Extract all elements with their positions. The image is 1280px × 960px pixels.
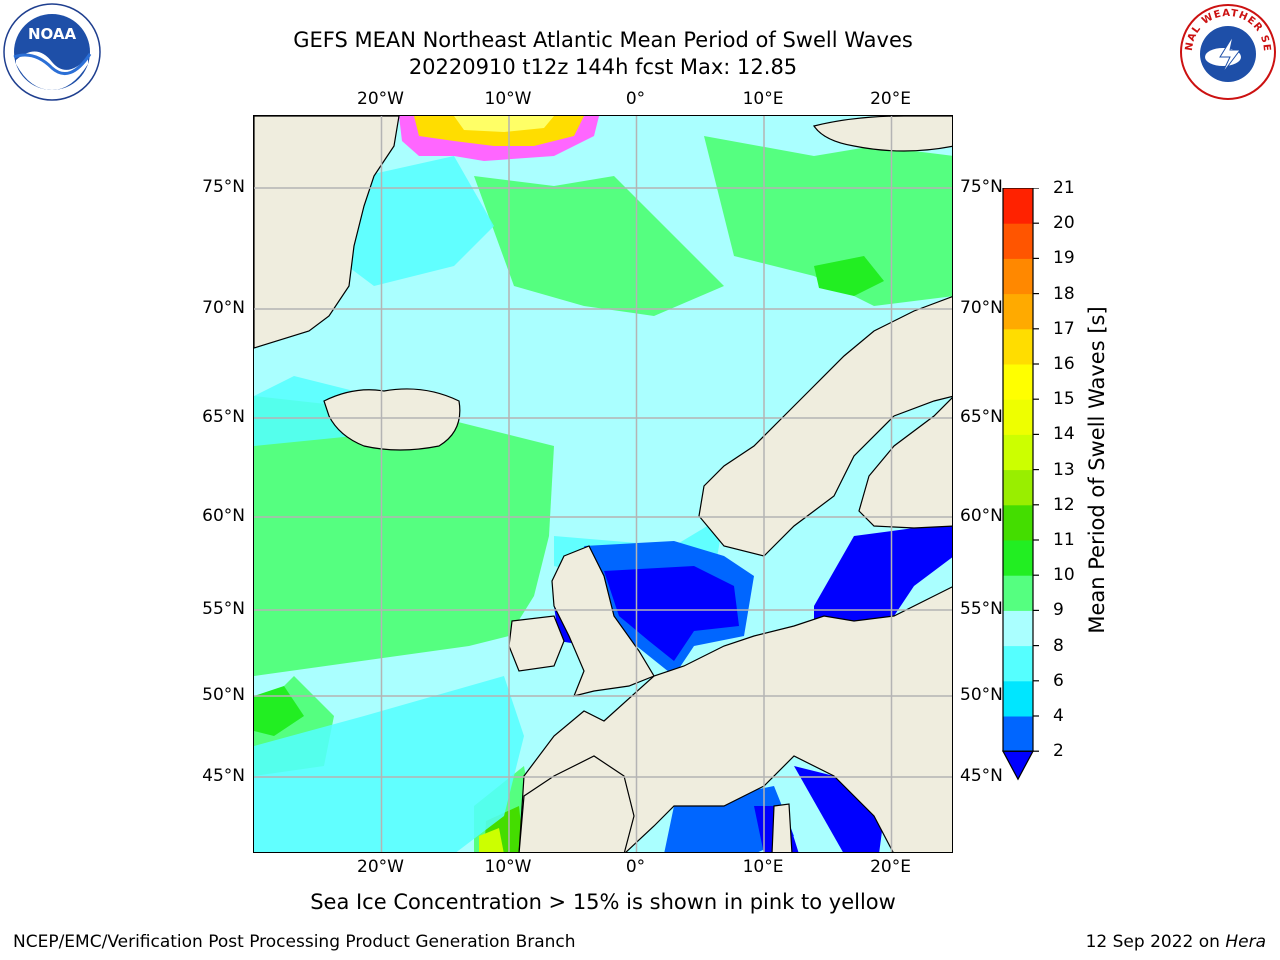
swell-period-map [254, 116, 952, 852]
great-britain [551, 545, 655, 697]
colorbar-title: Mean Period of Swell Waves [s] [1085, 306, 1109, 634]
colorbar-segment [1003, 399, 1033, 435]
greenland [254, 116, 400, 349]
corsica-sardinia [771, 803, 793, 852]
footer-credit: NCEP/EMC/Verification Post Processing Pr… [13, 932, 576, 952]
swell-zone-below-2 [794, 766, 884, 852]
sea-ice-zone [454, 116, 554, 132]
lat-tick-right: 65°N [960, 407, 1003, 427]
colorbar [1001, 188, 1039, 781]
noaa-logo-text: NOAA [28, 25, 77, 43]
ireland [508, 615, 565, 672]
lat-tick-left: 65°N [202, 407, 245, 427]
colorbar-segment [1003, 716, 1033, 752]
swell-zone-below-2 [604, 566, 739, 661]
lat-tick-right: 60°N [960, 506, 1003, 526]
graticule [254, 116, 952, 852]
lat-tick-right: 45°N [960, 766, 1003, 786]
colorbar-segment [1003, 223, 1033, 259]
footer-date-text: 12 Sep 2022 on [1085, 932, 1220, 952]
lat-tick-left: 55°N [202, 599, 245, 619]
colorbar-under-extension [1001, 750, 1035, 781]
lat-tick-left: 45°N [202, 766, 245, 786]
colorbar-level-label: 19 [1053, 248, 1075, 269]
swell-zone-10-11 [814, 256, 884, 296]
noaa-logo-icon: NOAA [3, 3, 101, 101]
lat-tick-left: 60°N [202, 506, 245, 526]
colorbar-level-label: 12 [1053, 494, 1075, 515]
lat-tick-left: 75°N [202, 177, 245, 197]
lat-tick-left: 70°N [202, 298, 245, 318]
lat-tick-right: 75°N [960, 177, 1003, 197]
footer-date: 12 Sep 2022 on Hera [1086, 932, 1266, 952]
colorbar-level-label: 18 [1053, 283, 1075, 304]
swell-zone-9-10 [254, 396, 554, 676]
colorbar-segment [1003, 434, 1033, 471]
svalbard [813, 116, 952, 152]
forecast-info: 20220910 t12z 144h fcst Max: 12.85 [408, 55, 798, 79]
lon-tick-bottom: 10°W [484, 857, 532, 877]
colorbar-segment [1003, 469, 1033, 506]
lat-tick-right: 70°N [960, 298, 1003, 318]
colorbar-level-label: 20 [1053, 213, 1075, 234]
colorbar-segment [1003, 364, 1033, 400]
lon-tick-bottom: 20°W [357, 857, 404, 877]
colorbar-segment [1003, 680, 1033, 717]
map-panel [253, 115, 953, 853]
colorbar-level-label: 14 [1053, 424, 1075, 445]
colorbar-segment [1003, 188, 1033, 224]
colorbar-level-label: 9 [1053, 600, 1064, 621]
colorbar-level-label: 21 [1053, 178, 1075, 198]
scandinavia [698, 296, 952, 557]
colorbar-level-label: 17 [1053, 318, 1075, 339]
colorbar-segment [1003, 258, 1033, 295]
lon-tick-top: 20°E [870, 89, 911, 109]
lon-tick-top: 10°E [742, 89, 784, 109]
nws-logo-icon: NATIONAL WEATHER SERVICE [1178, 2, 1276, 100]
swell-zone-below-2 [814, 526, 952, 626]
swell-zone-9-10 [474, 176, 724, 316]
lon-tick-top: 20°W [357, 89, 404, 109]
colorbar-level-label: 6 [1053, 670, 1064, 691]
colorbar-level-label: 10 [1053, 565, 1075, 586]
lon-tick-bottom: 20°E [870, 857, 911, 877]
lon-tick-bottom: 0° [625, 857, 646, 877]
colorbar-segment [1003, 328, 1033, 365]
swell-zone-6-8 [254, 676, 524, 852]
lon-tick-bottom: 10°E [742, 857, 784, 877]
colorbar-segment [1003, 504, 1033, 541]
colorbar-level-label: 11 [1053, 530, 1075, 550]
sweden-finland [858, 397, 952, 529]
colorbar-segment [1003, 293, 1033, 330]
colorbar-segment [1003, 540, 1033, 576]
colorbar-level-label: 2 [1053, 741, 1064, 762]
colorbar-segment [1003, 575, 1033, 611]
swell-zone-10-11 [254, 686, 304, 736]
colorbar-level-label: 4 [1053, 706, 1064, 726]
colorbar-segment [1003, 610, 1033, 647]
colorbar-level-label: 13 [1053, 459, 1075, 480]
lat-tick-right: 50°N [960, 685, 1003, 705]
colorbar-level-label: 8 [1053, 635, 1064, 656]
sea-ice-note: Sea Ice Concentration > 15% is shown in … [310, 890, 896, 914]
continental-europe [518, 586, 952, 852]
swell-zone-12-13 [479, 828, 504, 852]
iceland [323, 388, 461, 451]
lon-tick-top: 10°W [484, 89, 532, 109]
colorbar-level-label: 16 [1053, 354, 1075, 374]
lat-tick-right: 55°N [960, 599, 1003, 619]
iberia-west [518, 755, 635, 852]
swell-zone-9-10 [704, 136, 952, 306]
footer-host: Hera [1225, 932, 1266, 952]
colorbar-segment [1003, 645, 1033, 682]
lat-tick-left: 50°N [202, 685, 245, 705]
chart-title: GEFS MEAN Northeast Atlantic Mean Period… [293, 28, 913, 52]
colorbar-level-label: 15 [1053, 389, 1075, 410]
lon-tick-top: 0° [625, 89, 646, 109]
land-masses [254, 116, 952, 852]
